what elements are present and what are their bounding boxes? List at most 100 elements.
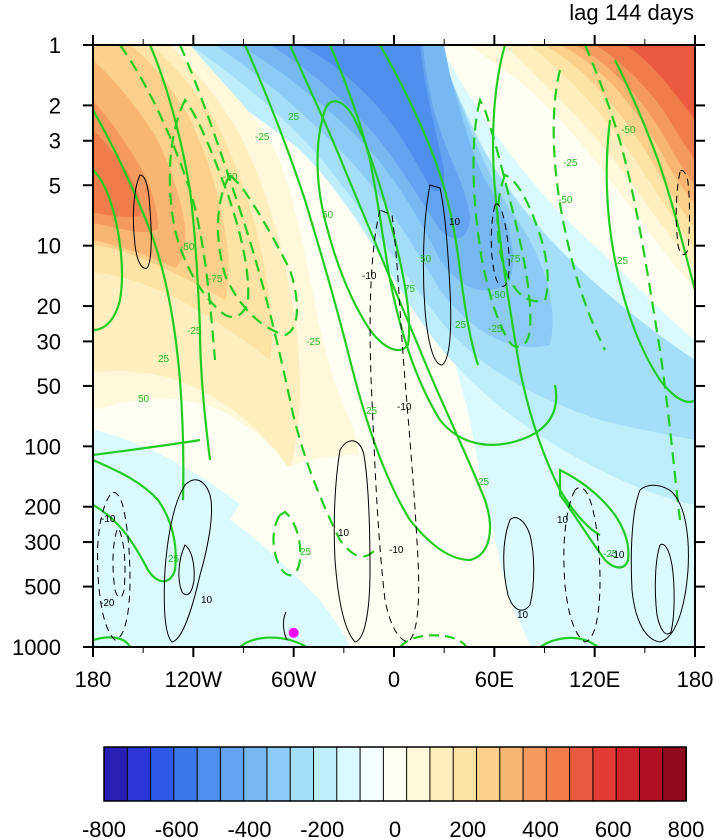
green-contour-line <box>379 45 480 366</box>
black-contour-label: 10 <box>449 217 461 228</box>
black-contour-line <box>283 611 288 641</box>
y-tick-label: 5 <box>49 173 61 198</box>
y-tick-label: 2 <box>49 93 61 118</box>
black-contours <box>97 169 690 643</box>
colorbar-swatch <box>615 746 641 802</box>
green-contour-labels: -25 -50 -50 -75 -25 -25 25 50 50 25 25 2… <box>138 112 636 565</box>
colorbar-swatch <box>638 746 664 802</box>
colorbar-tick-label: -600 <box>155 817 199 838</box>
black-contour-line <box>112 528 126 598</box>
black-contour-label: 10 <box>557 515 569 526</box>
black-contour-line <box>97 491 131 641</box>
black-contour-label: -20 <box>100 598 115 609</box>
y-tick-label: 500 <box>24 575 61 600</box>
x-tick-label: 60E <box>475 667 514 692</box>
x-tick-label: 120W <box>165 667 223 692</box>
y-tick-label: 50 <box>37 374 61 399</box>
colorbar-swatch <box>522 746 548 802</box>
green-contour-label: -25 <box>255 132 270 143</box>
colorbar-swatch <box>313 746 338 802</box>
green-contour-label: 25 <box>168 554 180 565</box>
y-axis: 1 2 3 5 10 20 30 50 100 200 300 500 1000 <box>12 33 705 660</box>
black-contour-label: -10 <box>362 271 377 282</box>
x-tick-label: 120E <box>569 667 620 692</box>
green-contour-label: 50 <box>420 254 432 265</box>
green-contour-line <box>552 69 606 351</box>
black-contour-line <box>163 479 212 643</box>
green-contour-line <box>583 45 682 521</box>
colorbar-swatch <box>173 746 199 802</box>
green-contour-line <box>496 173 549 303</box>
black-contour-label: -10 <box>389 545 404 556</box>
green-contours <box>93 45 695 647</box>
black-contour-label: 10 <box>338 528 350 539</box>
green-contour-label: -25 <box>603 549 618 560</box>
black-contour-line <box>654 543 675 635</box>
y-tick-label: 300 <box>24 530 61 555</box>
green-contour-line <box>93 458 177 583</box>
colorbar-swatch <box>243 746 268 802</box>
colorbar-tick-label: -200 <box>300 817 344 838</box>
colorbar-swatch <box>475 746 501 802</box>
black-contour-label: -10 <box>101 514 116 525</box>
colorbar-swatch <box>452 746 478 802</box>
colorbar-swatch <box>592 746 618 802</box>
colorbar-swatch <box>569 746 594 802</box>
chart-title: lag 144 days <box>569 0 694 25</box>
green-contour-line <box>605 119 695 403</box>
green-contour-label: -25 <box>563 158 578 169</box>
green-contour-line <box>93 636 131 647</box>
x-tick-label: 60W <box>271 667 316 692</box>
x-tick-label: 180 <box>75 667 112 692</box>
green-contour-label: -50 <box>180 242 195 253</box>
green-contour-line <box>472 96 532 348</box>
black-contour-label: -10 <box>397 402 412 413</box>
green-contour-label: -75 <box>208 274 223 285</box>
colorbar-swatch <box>382 746 408 802</box>
colorbar-swatch <box>103 746 129 802</box>
green-contour-label: 25 <box>455 320 467 331</box>
green-contour-line <box>399 634 468 647</box>
colorbar-tick-label: -800 <box>82 817 126 838</box>
location-marker <box>288 627 299 638</box>
green-contour-line <box>216 173 299 337</box>
black-contour-line <box>369 209 420 643</box>
plot-area: -25 -50 -50 -75 -25 -25 25 50 50 25 25 2… <box>93 45 695 647</box>
y-tick-label: 200 <box>24 495 61 520</box>
green-contour-line <box>148 45 212 461</box>
x-axis: 180 120W 60W 0 60E 120E 180 <box>75 35 714 692</box>
shade-band-warm-right-8 <box>625 45 695 120</box>
green-contour-label: 25 <box>158 354 170 365</box>
green-contour-line <box>93 169 124 332</box>
colorbar-swatch <box>289 746 315 802</box>
colorbar-swatch <box>429 746 455 802</box>
colorbar: -800 -600 -400 -200 0 200 400 600 800 <box>82 746 704 838</box>
shade-band-cool-bottom-left <box>93 445 308 647</box>
black-contour-line <box>422 184 452 366</box>
green-contour-line <box>168 97 250 318</box>
black-contour-labels: 10 -10 -20 10 -10 10 10 -10 -10 10 -10 <box>100 217 625 621</box>
black-contour-line <box>132 174 152 269</box>
green-contour-label: -25 <box>488 324 503 335</box>
colorbar-tick-label: 400 <box>522 817 559 838</box>
green-contour-label: -50 <box>621 125 636 136</box>
green-contour-line <box>272 510 302 577</box>
green-contour-label: -50 <box>558 195 573 206</box>
colorbar-swatch <box>266 746 292 802</box>
colorbar-swatch <box>545 746 571 802</box>
black-contour-line <box>563 487 601 643</box>
colorbar-tick-label: 600 <box>595 817 632 838</box>
y-tick-label: 30 <box>37 329 61 354</box>
green-contour-label: 25 <box>366 406 378 417</box>
green-contour-label: -50 <box>223 172 238 183</box>
black-contour-label: 10 <box>517 610 529 621</box>
colorbar-swatch <box>662 746 687 802</box>
green-contour-line <box>239 636 307 647</box>
y-tick-label: 1 <box>49 33 61 58</box>
x-tick-label: 180 <box>677 667 714 692</box>
x-tick-label: 0 <box>388 667 400 692</box>
colorbar-swatch <box>336 746 362 802</box>
black-contour-line <box>630 484 689 643</box>
green-contour-label: 25 <box>288 112 300 123</box>
